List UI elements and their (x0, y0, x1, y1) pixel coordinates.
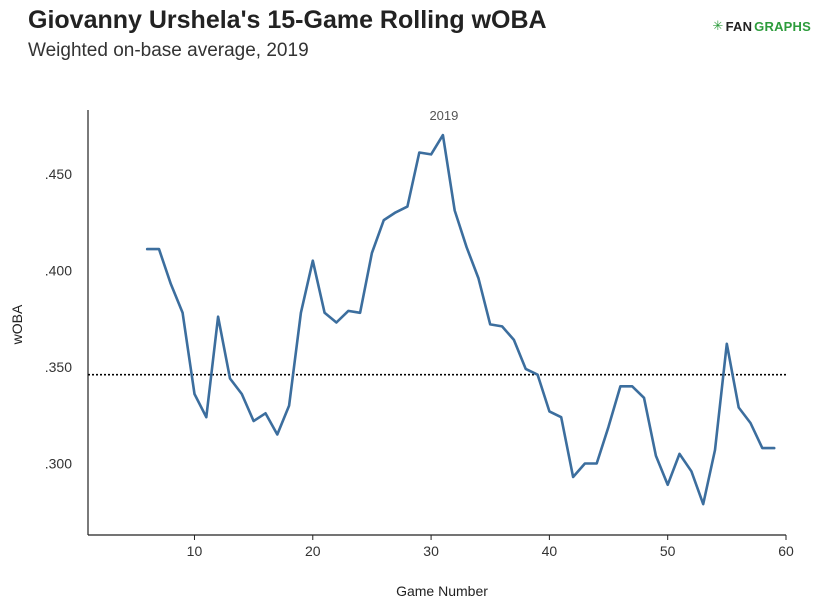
y-tick-label: .350 (45, 359, 72, 375)
chart-title: Giovanny Urshela's 15-Game Rolling wOBA (28, 6, 547, 34)
x-tick-label: 40 (542, 543, 558, 559)
x-axis-title: Game Number (396, 583, 488, 599)
x-tick-label: 30 (423, 543, 439, 559)
y-tick-label: .450 (45, 166, 72, 182)
logo-fan-text: FAN (725, 18, 753, 34)
series-line-2019 (145, 133, 776, 506)
chart-axes: 10 20 30 40 50 60 .300 .350 .400 .450 (45, 110, 794, 559)
x-tick-label: 20 (305, 543, 321, 559)
y-tick-label: .300 (45, 456, 72, 472)
x-tick-label: 60 (778, 543, 794, 559)
logo-graphs-text: GRAPHS (754, 18, 811, 34)
chart-subtitle: Weighted on-base average, 2019 (28, 40, 309, 61)
fangraphs-logo: ✳ FAN GRAPHS (712, 18, 811, 34)
x-tick-label: 50 (660, 543, 676, 559)
logo-player-icon: ✳ (712, 18, 724, 33)
x-tick-label: 10 (187, 543, 203, 559)
series-label: 2019 (429, 108, 458, 123)
y-tick-label: .400 (45, 262, 72, 278)
chart-labels: Game Number wOBA 2019 (9, 108, 488, 599)
series-group (145, 133, 776, 506)
y-axis-title: wOBA (9, 304, 25, 345)
